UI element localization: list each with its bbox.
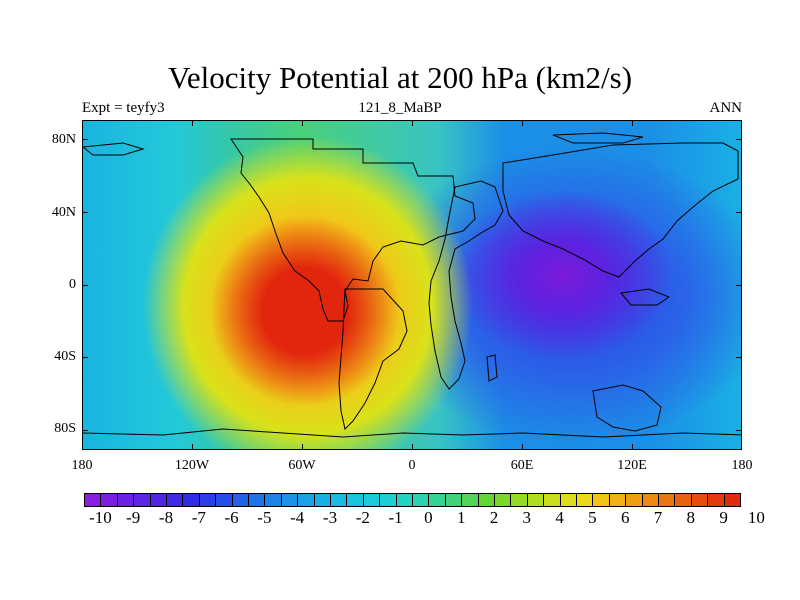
colorbar-cell xyxy=(297,493,315,507)
colorbar-tick-label: 4 xyxy=(555,508,564,527)
colorbar-cell xyxy=(231,493,249,507)
colorbar-tick-label: 5 xyxy=(588,508,597,527)
coastlines xyxy=(83,132,741,438)
colorbar-cell xyxy=(641,493,659,507)
colorbar-tick-label: -6 xyxy=(224,508,239,527)
colorbar-cell xyxy=(133,493,151,507)
case-label: 121_8_MaBP xyxy=(358,100,442,116)
colorbar-cell xyxy=(658,493,676,507)
colorbar-cell xyxy=(494,493,512,507)
colorbar-cell xyxy=(198,493,217,507)
season-label: ANN xyxy=(709,100,743,116)
colorbar-cell xyxy=(674,493,692,507)
colorbar-tick-label: 10 xyxy=(747,508,765,527)
lat-label-80n: 80N xyxy=(51,132,76,147)
colorbar-cell xyxy=(362,493,381,507)
colorbar-cell xyxy=(559,493,577,507)
colorbar-cell xyxy=(84,493,102,507)
lon-label-120w: 120W xyxy=(174,458,210,473)
colorbar-cell xyxy=(182,493,200,507)
lat-label-80s: 80S xyxy=(54,421,76,436)
chart-title: Velocity Potential at 200 hPa (km2/s) xyxy=(167,60,633,95)
experiment-label: Expt = teyfy3 xyxy=(82,100,165,116)
colorbar-tick-label: -5 xyxy=(257,508,272,527)
lon-label-0: 0 xyxy=(408,458,416,473)
colorbar-cell xyxy=(264,493,282,507)
colorbar-tick-label: 8 xyxy=(686,508,696,527)
colorbar-cell xyxy=(723,493,741,507)
colorbar-tick-label: 2 xyxy=(489,508,499,527)
colorbar-cell xyxy=(166,493,184,507)
colorbar-tick-label: 6 xyxy=(620,508,630,527)
lat-label-equator: 0 xyxy=(69,277,76,292)
colorbar-tick-label: -3 xyxy=(322,508,338,527)
colorbar-cell xyxy=(707,493,725,507)
colorbar-cell xyxy=(280,493,299,507)
colorbar-tick-label: 7 xyxy=(653,508,663,527)
colorbar-cell xyxy=(428,493,446,507)
colorbar-cell xyxy=(477,493,495,507)
colorbar-cell xyxy=(215,493,233,507)
colorbar-tick-label: 3 xyxy=(522,508,532,527)
colorbar-cell xyxy=(510,493,528,507)
colorbar-cell xyxy=(100,493,118,507)
colorbar-tick-label: 1 xyxy=(456,508,466,527)
colorbar-cell xyxy=(248,493,266,507)
lon-label-180e: 180 xyxy=(731,458,753,473)
lon-label-180w: 180 xyxy=(71,458,93,473)
colorbar-tick-label: -2 xyxy=(355,508,370,527)
lon-label-120e: 120E xyxy=(617,458,647,473)
colorbar-cell xyxy=(116,493,135,507)
colorbar-tick-label: -9 xyxy=(126,508,141,527)
colorbar-tick-label: -10 xyxy=(89,508,112,527)
colorbar-tick-label: -1 xyxy=(388,508,403,527)
lon-label-60w: 60W xyxy=(288,458,316,473)
lat-label-40s: 40S xyxy=(54,349,76,364)
colorbar-cell xyxy=(543,493,561,507)
colorbar-tick-label: 9 xyxy=(719,508,728,527)
colorbar-cell xyxy=(461,493,479,507)
colorbar-cell xyxy=(395,493,413,507)
colorbar-cell xyxy=(379,493,397,507)
colorbar-tick-label: -8 xyxy=(158,508,174,527)
colorbar-cell xyxy=(313,493,331,507)
colorbar-cell xyxy=(690,493,709,507)
map-plot-area xyxy=(82,120,742,450)
colorbar-tick-label: -4 xyxy=(290,508,305,527)
colorbar xyxy=(84,493,741,507)
colorbar-cell xyxy=(526,493,545,507)
colorbar-cell xyxy=(592,493,610,507)
colorbar-cell xyxy=(412,493,430,507)
colorbar-cell xyxy=(149,493,167,507)
lon-label-60e: 60E xyxy=(510,458,534,473)
colorbar-cell xyxy=(625,493,643,507)
colorbar-cell xyxy=(330,493,348,507)
colorbar-cell xyxy=(444,493,463,507)
colorbar-tick-label: -7 xyxy=(191,508,206,527)
colorbar-tick-label: 0 xyxy=(424,508,433,527)
lat-label-40n: 40N xyxy=(51,205,76,220)
colorbar-cell xyxy=(346,493,364,507)
colorbar-cell xyxy=(608,493,627,507)
colorbar-cell xyxy=(576,493,594,507)
